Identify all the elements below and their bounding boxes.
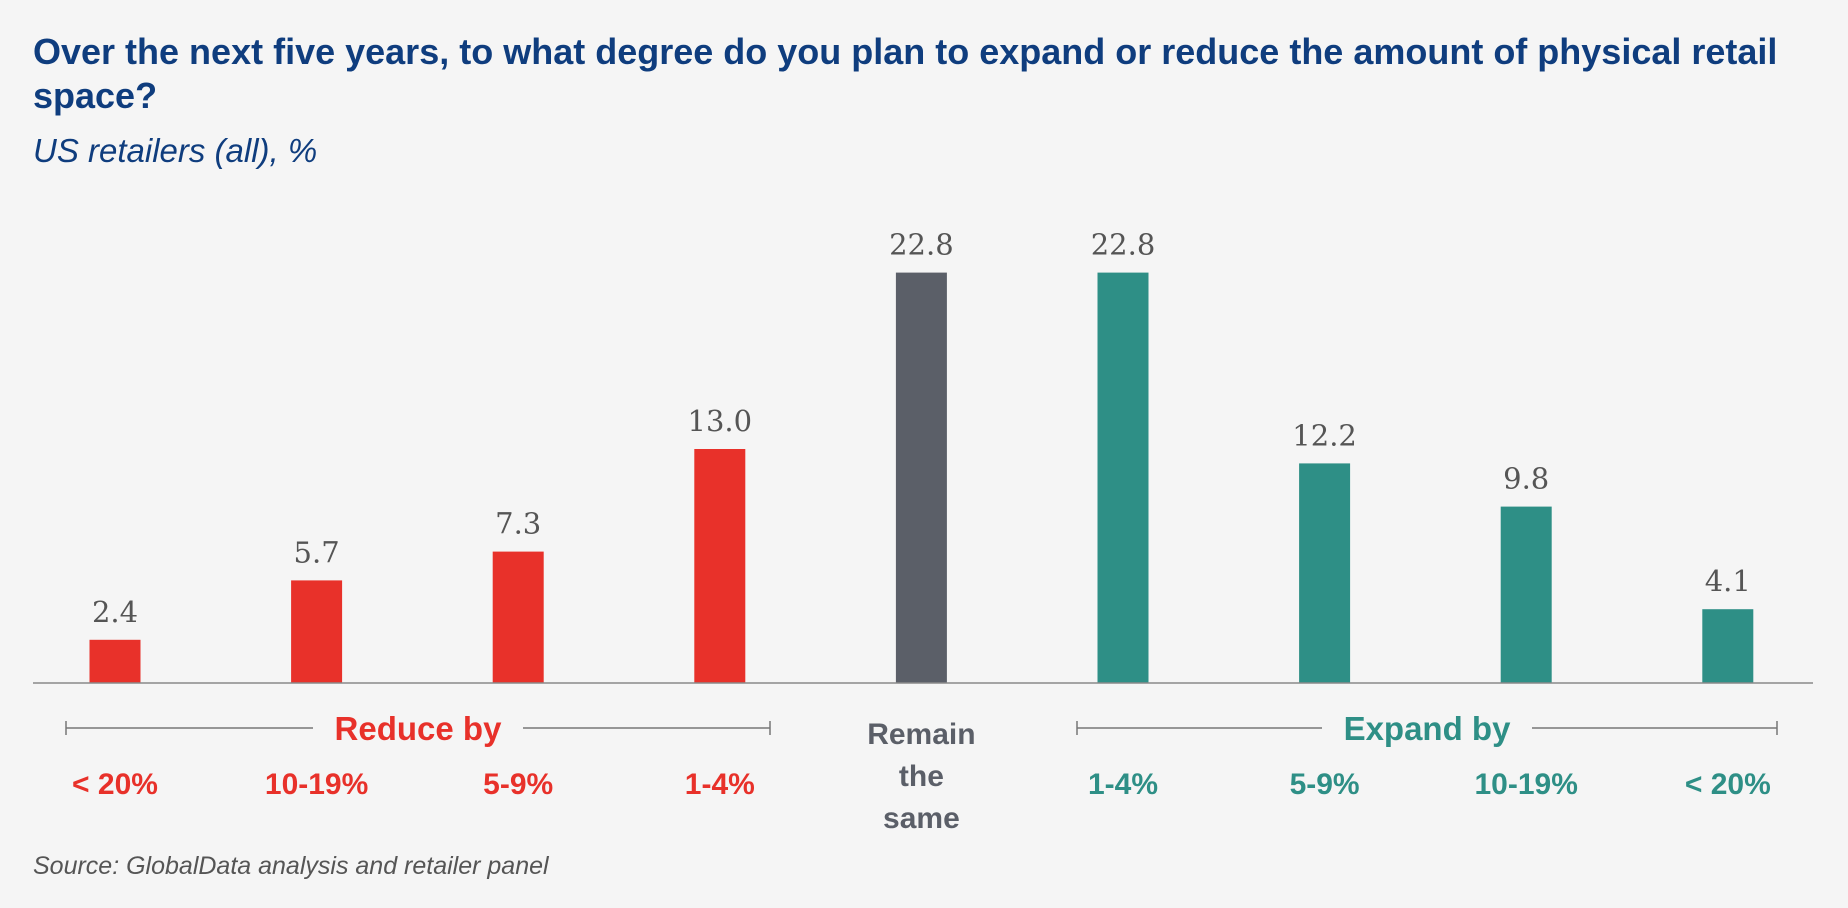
category-label: < 20% — [1685, 768, 1771, 801]
value-label: 13.0 — [688, 404, 753, 438]
bar — [492, 551, 544, 683]
bar — [895, 272, 947, 683]
bar — [1702, 609, 1754, 683]
category-label: 1-4% — [1088, 768, 1158, 801]
category-label: 5-9% — [483, 768, 553, 801]
bar — [1299, 463, 1351, 683]
category-label: 10-19% — [1474, 768, 1577, 801]
value-label: 4.1 — [1705, 564, 1751, 598]
category-label: 10-19% — [265, 768, 368, 801]
value-label: 22.8 — [889, 228, 954, 262]
category-label: 5-9% — [1290, 768, 1360, 801]
value-label: 7.3 — [495, 507, 541, 541]
chart-title: Over the next five years, to what degree… — [33, 31, 1778, 116]
reduce-group-label: Reduce by — [335, 710, 503, 747]
category-label-line: the — [899, 760, 944, 793]
value-label: 2.4 — [92, 595, 138, 629]
bar — [89, 639, 141, 683]
bar — [694, 449, 746, 683]
category-label: < 20% — [72, 768, 158, 801]
bar — [291, 580, 343, 683]
value-label: 22.8 — [1091, 228, 1156, 262]
value-label: 5.7 — [294, 535, 340, 569]
value-label: 9.8 — [1503, 462, 1549, 496]
value-label: 12.2 — [1292, 418, 1357, 452]
category-label-line: Remain — [867, 718, 975, 751]
source-note: Source: GlobalData analysis and retailer… — [33, 852, 549, 880]
category-label-line: same — [883, 802, 960, 835]
bar — [1500, 506, 1552, 683]
category-label: 1-4% — [685, 768, 755, 801]
expand-group-label: Expand by — [1344, 710, 1512, 747]
chart-subtitle: US retailers (all), % — [33, 132, 318, 169]
bar — [1097, 272, 1149, 683]
